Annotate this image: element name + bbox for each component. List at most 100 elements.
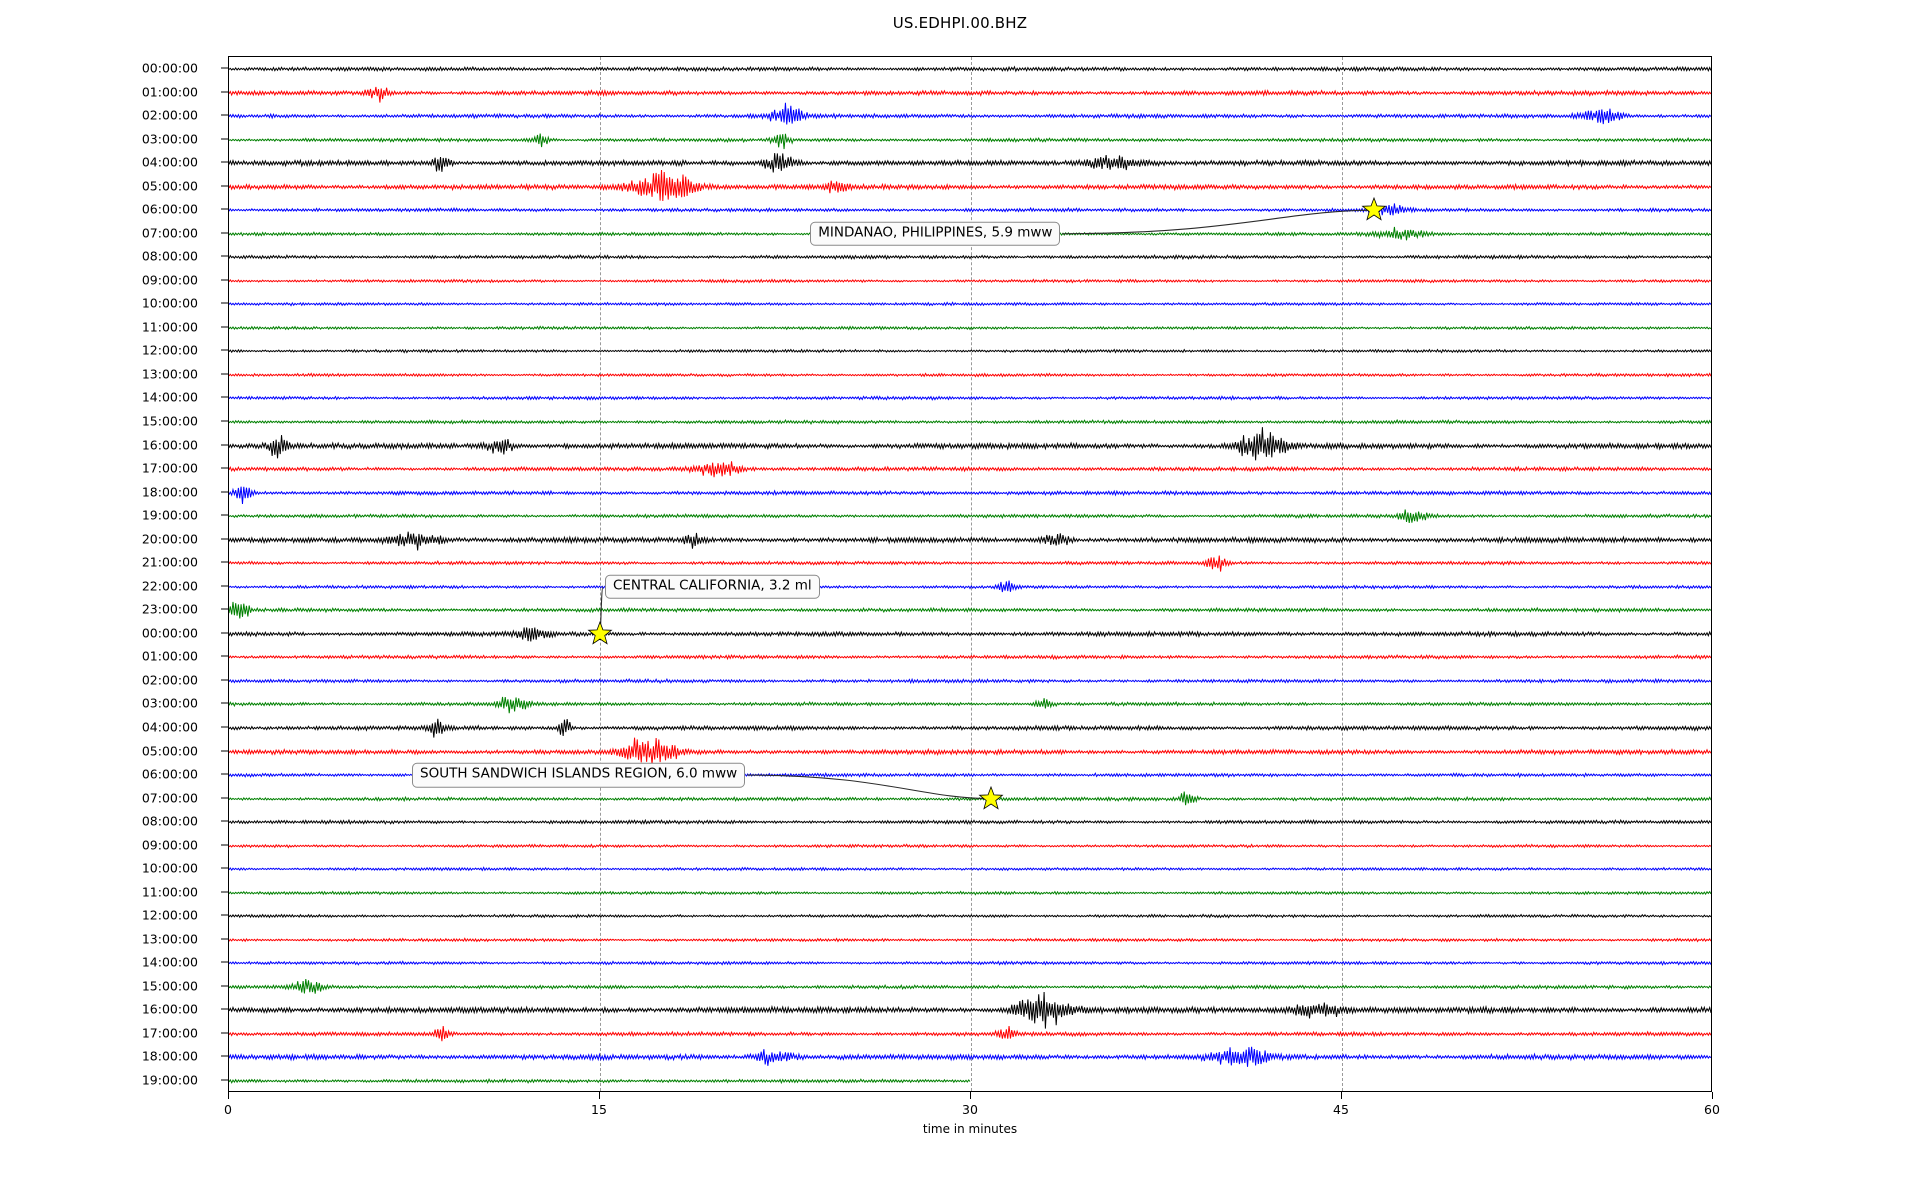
y-axis-tick-41: [221, 1032, 228, 1034]
seismic-trace-row-34: [229, 849, 1711, 889]
page-title: US.EDHPI.00.BHZ: [892, 14, 1028, 32]
y-axis-label-6: 06:00:00: [141, 201, 198, 217]
seismic-trace-row-20: [229, 520, 1711, 560]
y-axis-tick-17: [221, 467, 228, 469]
y-axis-label-8: 08:00:00: [141, 248, 198, 264]
y-axis-tick-22: [221, 585, 228, 587]
seismic-trace-row-32: [229, 802, 1711, 842]
seismic-trace-row-19: [229, 496, 1711, 536]
x-axis-tick-0: [228, 1092, 229, 1099]
y-axis-label-35: 11:00:00: [141, 884, 198, 900]
y-axis-tick-6: [221, 208, 228, 210]
y-axis-tick-15: [221, 420, 228, 422]
x-axis-tick-45: [1341, 1092, 1342, 1099]
x-axis-tick-label-30: 30: [962, 1102, 978, 1117]
y-axis-label-38: 14:00:00: [141, 954, 198, 970]
seismic-trace-row-24: [229, 614, 1711, 654]
y-axis-tick-12: [221, 349, 228, 351]
y-axis-label-21: 21:00:00: [141, 554, 198, 570]
y-axis-label-26: 02:00:00: [141, 672, 198, 688]
y-axis-label-9: 09:00:00: [141, 272, 198, 288]
y-axis-tick-35: [221, 891, 228, 893]
y-axis-label-40: 16:00:00: [141, 1001, 198, 1017]
event-leader-line-south-sandwich-islands: [747, 775, 991, 799]
seismic-trace-row-28: [229, 708, 1711, 748]
y-axis-label-0: 00:00:00: [141, 60, 198, 76]
seismic-trace-row-35: [229, 873, 1711, 913]
y-axis-label-7: 07:00:00: [141, 225, 198, 241]
event-label-mindanao[interactable]: MINDANAO, PHILIPPINES, 5.9 mww: [810, 221, 1061, 246]
y-axis-tick-11: [221, 326, 228, 328]
seismic-trace-row-17: [229, 449, 1711, 489]
y-axis-tick-7: [221, 232, 228, 234]
y-axis-label-22: 22:00:00: [141, 578, 198, 594]
y-axis-label-28: 04:00:00: [141, 719, 198, 735]
y-axis-label-27: 03:00:00: [141, 695, 198, 711]
y-axis-tick-13: [221, 373, 228, 375]
x-axis-tick-label-60: 60: [1704, 1102, 1720, 1117]
event-marker-star-south-sandwich-islands[interactable]: [978, 785, 1004, 812]
y-axis-tick-38: [221, 961, 228, 963]
y-axis-tick-18: [221, 491, 228, 493]
seismic-trace-row-18: [229, 473, 1711, 513]
y-axis-label-37: 13:00:00: [141, 931, 198, 947]
x-axis-tick-60: [1712, 1092, 1713, 1099]
y-axis-tick-29: [221, 750, 228, 751]
seismic-trace-row-9: [229, 261, 1711, 301]
y-axis-tick-40: [221, 1008, 228, 1010]
y-axis-label-5: 05:00:00: [141, 178, 198, 194]
y-axis-tick-30: [221, 773, 228, 775]
y-axis-tick-2: [221, 114, 228, 116]
seismic-trace-row-36: [229, 896, 1711, 936]
seismic-trace-row-11: [229, 308, 1711, 348]
seismic-trace-row-33: [229, 826, 1711, 866]
seismic-trace-row-16: [229, 426, 1711, 466]
y-axis-tick-19: [221, 514, 228, 516]
y-axis-label-33: 09:00:00: [141, 837, 198, 853]
y-axis-tick-31: [221, 797, 228, 799]
y-axis-tick-34: [221, 867, 228, 869]
seismic-trace-row-10: [229, 284, 1711, 324]
y-axis-tick-43: [221, 1079, 228, 1081]
y-axis-label-3: 03:00:00: [141, 131, 198, 147]
x-axis-tick-30: [970, 1092, 971, 1099]
grid-line-15: [600, 57, 601, 1091]
y-axis-label-16: 16:00:00: [141, 437, 198, 453]
y-axis-label-25: 01:00:00: [141, 648, 198, 664]
y-axis-tick-20: [221, 538, 228, 540]
y-axis-tick-23: [221, 608, 228, 610]
x-axis-tick-label-15: 15: [591, 1102, 607, 1117]
y-axis-hour-labels: 00:00:00 01:00:00 02:00:00 03:00:00 04:00:00…: [0, 56, 228, 1092]
y-axis-tick-4: [221, 161, 228, 163]
y-axis-label-19: 19:00:00: [141, 507, 198, 523]
y-axis-tick-21: [221, 561, 228, 563]
seismic-trace-row-2: [229, 96, 1711, 136]
y-axis-tick-27: [221, 702, 228, 704]
x-axis-ticks: 0 15 30 45 60: [224, 1092, 1720, 1152]
event-label-central-california[interactable]: CENTRAL CALIFORNIA, 3.2 ml: [604, 574, 820, 600]
event-marker-star-mindanao[interactable]: [1361, 197, 1387, 223]
seismic-trace-row-37: [229, 920, 1711, 960]
y-axis-label-24: 00:00:00: [141, 625, 198, 641]
grid-line-30: [971, 57, 972, 1091]
seismic-trace-row-38: [229, 943, 1711, 983]
seismic-trace-row-3: [229, 120, 1711, 160]
y-axis-label-23: 23:00:00: [141, 601, 198, 617]
y-axis-tick-8: [221, 255, 228, 257]
y-axis-tick-37: [221, 938, 228, 940]
seismic-trace-row-27: [229, 684, 1711, 724]
seismic-trace-row-43: [229, 1061, 1711, 1092]
y-axis-label-13: 13:00:00: [141, 366, 198, 382]
event-label-south-sandwich-islands[interactable]: SOUTH SANDWICH ISLANDS REGION, 6.0 mww: [412, 762, 746, 788]
seismic-trace-row-26: [229, 661, 1711, 701]
y-axis-label-20: 20:00:00: [141, 531, 198, 547]
y-axis-tick-25: [221, 655, 228, 657]
y-axis-tick-32: [221, 820, 228, 822]
y-axis-tick-36: [221, 914, 228, 916]
y-axis-label-18: 18:00:00: [141, 484, 198, 500]
y-axis-label-31: 07:00:00: [141, 790, 198, 806]
event-marker-star-central-california[interactable]: [587, 620, 613, 647]
seismic-trace-row-4: [229, 143, 1711, 183]
y-axis-label-34: 10:00:00: [141, 860, 198, 876]
